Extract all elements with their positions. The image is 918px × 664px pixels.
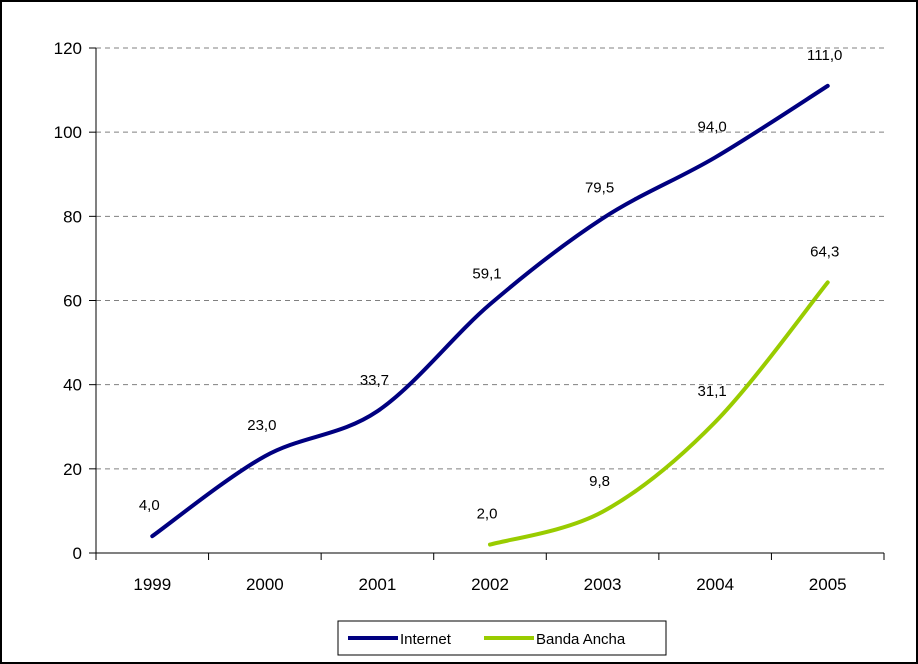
x-tick-label-2000: 2000 xyxy=(246,575,284,594)
data-label-1-3: 2,0 xyxy=(477,506,498,523)
y-tick-label: 60 xyxy=(63,292,82,311)
legend: Internet Banda Ancha xyxy=(337,620,667,656)
legend-label-0: Internet xyxy=(400,631,452,648)
series-line-1 xyxy=(488,280,830,547)
data-label-1-4: 9,8 xyxy=(589,473,610,490)
x-tick-label-2002: 2002 xyxy=(471,575,509,594)
data-label-0-6: 111,0 xyxy=(807,47,842,64)
data-label-0-5: 94,0 xyxy=(698,118,727,135)
x-tick-label-2001: 2001 xyxy=(359,575,397,594)
tick-labels: 0 20 40 60 80 100 120 1999 2000 2001 2002 2003 2004 2… xyxy=(54,39,847,594)
y-tick-label: 20 xyxy=(63,460,82,479)
series-lines xyxy=(150,83,830,547)
axes xyxy=(89,47,885,560)
x-tick-label-2003: 2003 xyxy=(584,575,622,594)
data-label-0-4: 79,5 xyxy=(585,179,614,196)
y-tick-label: 0 xyxy=(73,544,82,563)
series-line-0 xyxy=(150,83,830,539)
data-label-0-3: 59,1 xyxy=(472,265,501,282)
x-tick-label-1999: 1999 xyxy=(133,575,171,594)
data-label-1-6: 64,3 xyxy=(810,243,839,260)
data-label-1-5: 31,1 xyxy=(698,383,727,400)
y-tick-label: 80 xyxy=(63,207,82,226)
legend-label-1: Banda Ancha xyxy=(536,631,626,648)
y-tick-label: 120 xyxy=(54,39,82,58)
data-label-0-1: 23,0 xyxy=(247,417,276,434)
data-label-0-2: 33,7 xyxy=(360,372,389,389)
y-tick-label: 100 xyxy=(54,123,82,142)
y-tick-label: 40 xyxy=(63,376,82,395)
x-tick-label-2005: 2005 xyxy=(809,575,847,594)
data-label-0-0: 4,0 xyxy=(139,497,160,514)
data-labels: 4,0 23,0 33,7 59,1 79,5 94,0 111,0 2,0 9,8 31,1 64… xyxy=(139,47,843,523)
x-tick-label-2004: 2004 xyxy=(696,575,734,594)
